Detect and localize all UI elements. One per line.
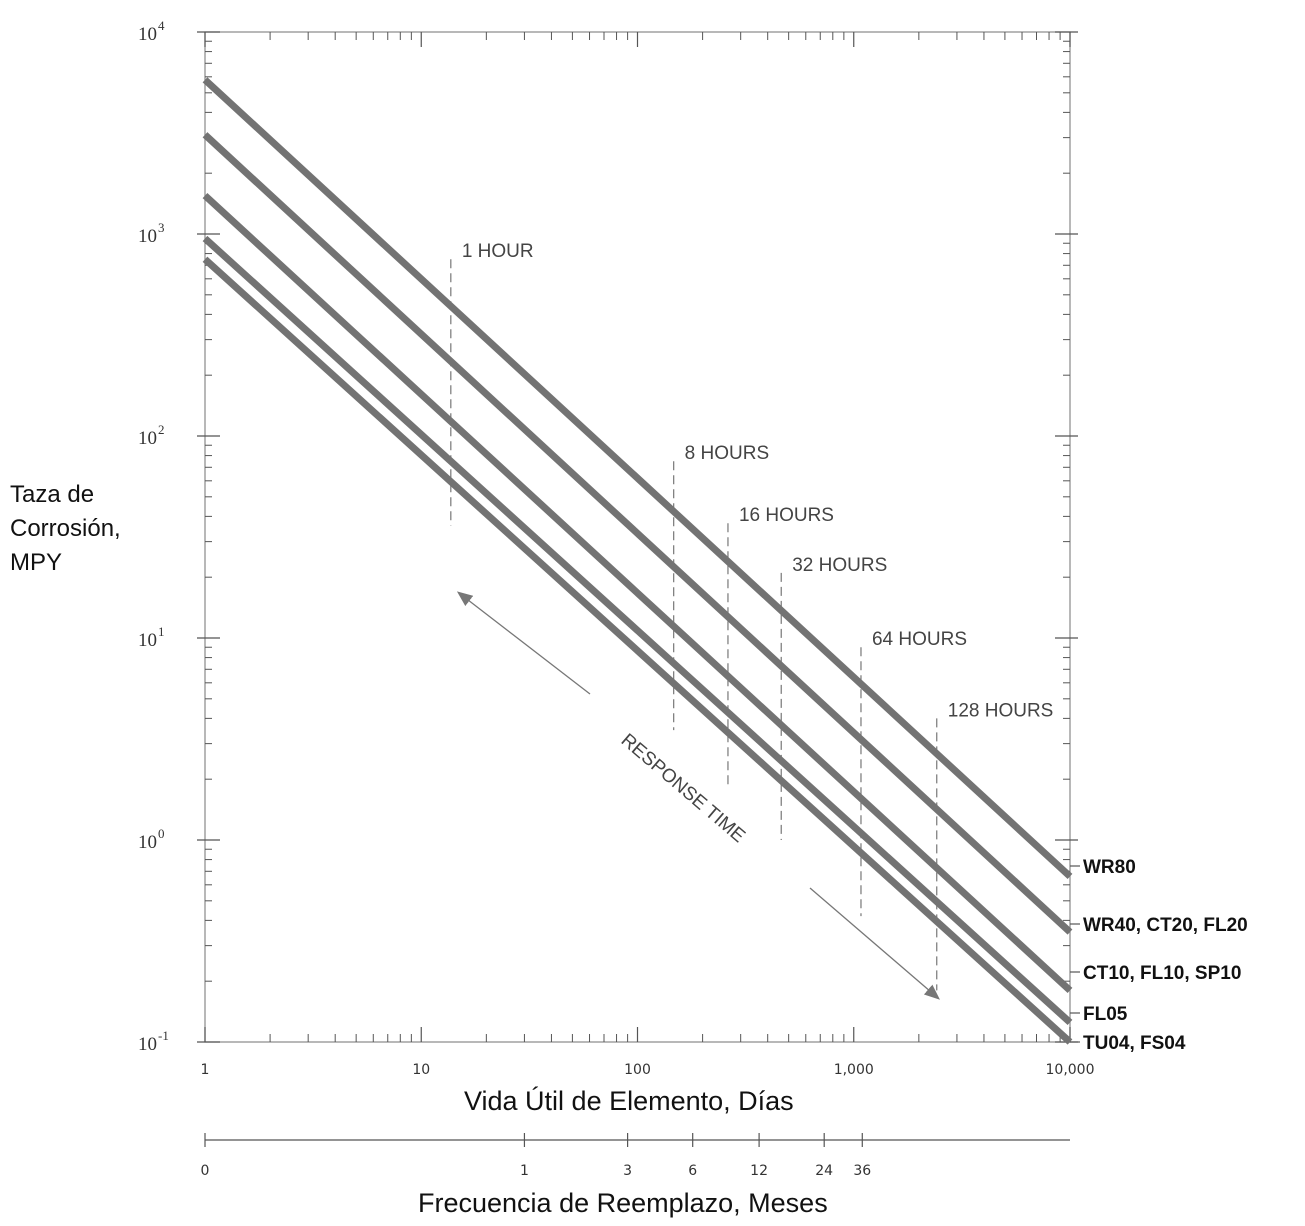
minor-ticks (205, 32, 1070, 1042)
y-tick-label-base: 10 (138, 1034, 157, 1055)
series-line (202, 235, 1073, 1026)
y-axis-label-line-3: MPY (10, 549, 63, 576)
x-tick-label: 10 (412, 1062, 430, 1078)
x-axis-ticks: 1 10 100 1,000 10,000 (201, 32, 1095, 1078)
response-time-label: 16 HOURS (739, 505, 834, 526)
y-tick-label-exponent: 3 (158, 220, 165, 235)
response-time-label: 128 HOURS (948, 700, 1054, 721)
y-tick-label-exponent: 2 (158, 422, 165, 437)
y-tick-label-exponent: -1 (158, 1028, 169, 1043)
y-axis-label-line-2: Corrosión, (10, 515, 121, 542)
series-line (202, 132, 1073, 935)
series-labels: WR80 WR40, CT20, FL20 CT10, FL10, SP10 FL05… (1070, 857, 1248, 1054)
series-line (202, 256, 1073, 1045)
y-tick-label-base: 10 (138, 226, 157, 247)
series-label: WR40, CT20, FL20 (1083, 915, 1248, 936)
x-tick-label: 100 (624, 1062, 651, 1078)
secondary-axis-tick-label: 36 (853, 1163, 871, 1179)
series-line (202, 77, 1073, 880)
x-tick-label: 10,000 (1046, 1062, 1095, 1078)
secondary-axis-tick-label: 0 (201, 1163, 210, 1179)
response-time-lines: 1 HOUR 8 HOURS 16 HOURS 32 HOURS 64 HOURS 128… (450, 241, 1054, 991)
y-tick-label-base: 10 (138, 24, 157, 45)
response-time-label: 8 HOURS (685, 443, 769, 464)
secondary-x-axis-label: Frecuencia de Reemplazo, Meses (418, 1188, 828, 1218)
y-tick-label-base: 10 (138, 832, 157, 853)
x-tick-label: 1 (201, 1062, 210, 1078)
series-label: TU04, FS04 (1083, 1033, 1186, 1054)
x-axis-label: Vida Útil de Elemento, Días (464, 1086, 794, 1116)
secondary-axis-tick-label: 24 (815, 1163, 833, 1179)
response-time-arrow-down (809, 887, 940, 1000)
series-label: CT10, FL10, SP10 (1083, 963, 1241, 984)
y-tick-label-exponent: 4 (158, 18, 165, 33)
secondary-x-axis: 0 1 3 6 12 24 36 (201, 1133, 1070, 1179)
series-lines (202, 77, 1073, 1045)
response-time-arrow-up (456, 591, 591, 695)
y-tick-label-base: 10 (138, 630, 157, 651)
response-time-label: 1 HOUR (462, 241, 534, 262)
series-label: WR80 (1083, 857, 1136, 878)
secondary-axis-tick-label: 12 (750, 1163, 768, 1179)
x-tick-label: 1,000 (834, 1062, 874, 1078)
y-tick-label-base: 10 (138, 428, 157, 449)
series-label: FL05 (1083, 1004, 1128, 1025)
y-axis-label: Taza de Corrosión, MPY (10, 478, 121, 580)
secondary-axis-tick-label: 6 (688, 1163, 697, 1179)
secondary-axis-tick-label: 1 (520, 1163, 529, 1179)
y-tick-label-exponent: 0 (158, 826, 165, 841)
y-axis-label-line-1: Taza de (10, 481, 95, 508)
response-time-label: 32 HOURS (792, 555, 887, 576)
response-time-annotation-label: RESPONSE TIME (617, 730, 749, 847)
y-tick-label-exponent: 1 (158, 624, 165, 639)
response-time-label: 64 HOURS (872, 629, 967, 650)
secondary-axis-tick-label: 3 (623, 1163, 632, 1179)
series-line (202, 192, 1073, 994)
